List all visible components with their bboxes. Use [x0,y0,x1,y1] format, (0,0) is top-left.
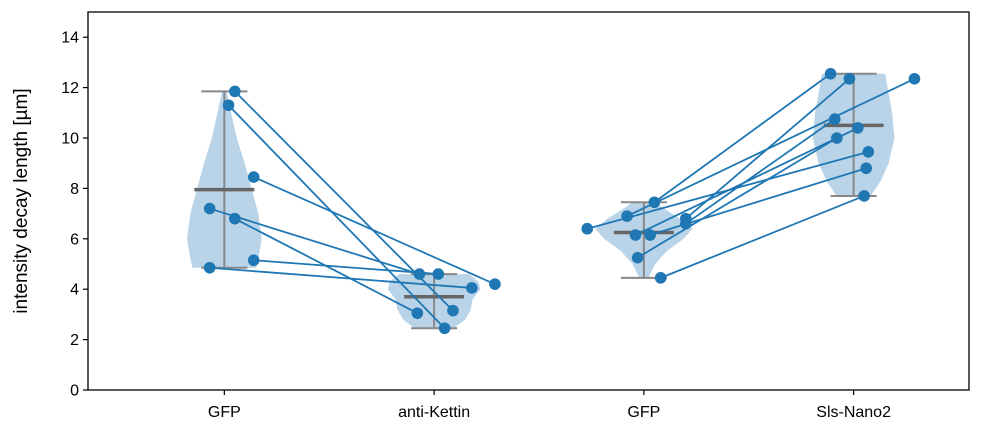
pair-line [626,77,915,217]
y-tick-label: 0 [70,383,79,400]
data-point [247,254,260,267]
data-point [413,268,426,280]
x-tick-label: Sls-Nano2 [816,404,891,421]
data-point [621,210,633,222]
y-tick-label: 8 [70,181,79,198]
pair-line [685,118,836,225]
pair-line [253,176,496,285]
pair-line [209,266,472,289]
axes-layer: 0 2 4 6 8 10 12 14 GFP anti-Kettin GFP Sls-Nano2 [61,11,970,421]
data-point [843,72,856,85]
data-point [629,229,642,241]
data-point [411,307,424,319]
data-point [852,122,864,134]
pair-line [209,207,420,275]
data-point [858,190,870,202]
data-point [438,322,451,335]
x-tick-label: GFP [208,404,241,421]
y-tick-label: 14 [61,30,79,47]
y-tick-label: 10 [61,131,79,148]
pair-line [637,137,838,259]
data-point [447,304,459,317]
data-point [631,251,644,264]
y-tick-label: 2 [70,332,79,349]
pair-line [635,127,859,236]
whisker-layer [194,72,884,330]
data-point [644,229,656,241]
data-point [648,196,661,209]
data-point [828,113,841,125]
data-point [229,85,241,98]
pair-line [660,195,865,279]
pair-line [653,73,832,203]
pair-line [253,259,439,275]
data-point [831,132,843,144]
data-point [489,278,501,290]
y-tick-label: 4 [70,282,79,299]
data-point [581,222,594,235]
data-point [222,99,235,112]
data-point [680,217,692,230]
data-point [654,272,667,284]
data-point [908,72,921,85]
points-layer [203,67,921,335]
data-point [203,261,216,274]
data-point [860,162,873,175]
data-point [862,146,875,158]
x-tick-label: GFP [627,404,660,421]
pair-lines-layer [209,73,915,329]
violin-layer [187,73,895,329]
pair-line [685,78,851,220]
data-point [466,282,478,294]
plot-frame [87,11,970,391]
y-axis-label: intensity decay length [µm] [11,88,32,313]
data-point [229,212,241,225]
x-tick-label: anti-Kettin [398,404,470,421]
data-point [824,67,837,80]
y-tick-label: 6 [70,231,79,248]
data-point [432,268,445,280]
data-point [247,171,260,183]
data-point [203,202,216,215]
pair-line [227,104,446,329]
y-tick-label: 12 [61,80,79,97]
